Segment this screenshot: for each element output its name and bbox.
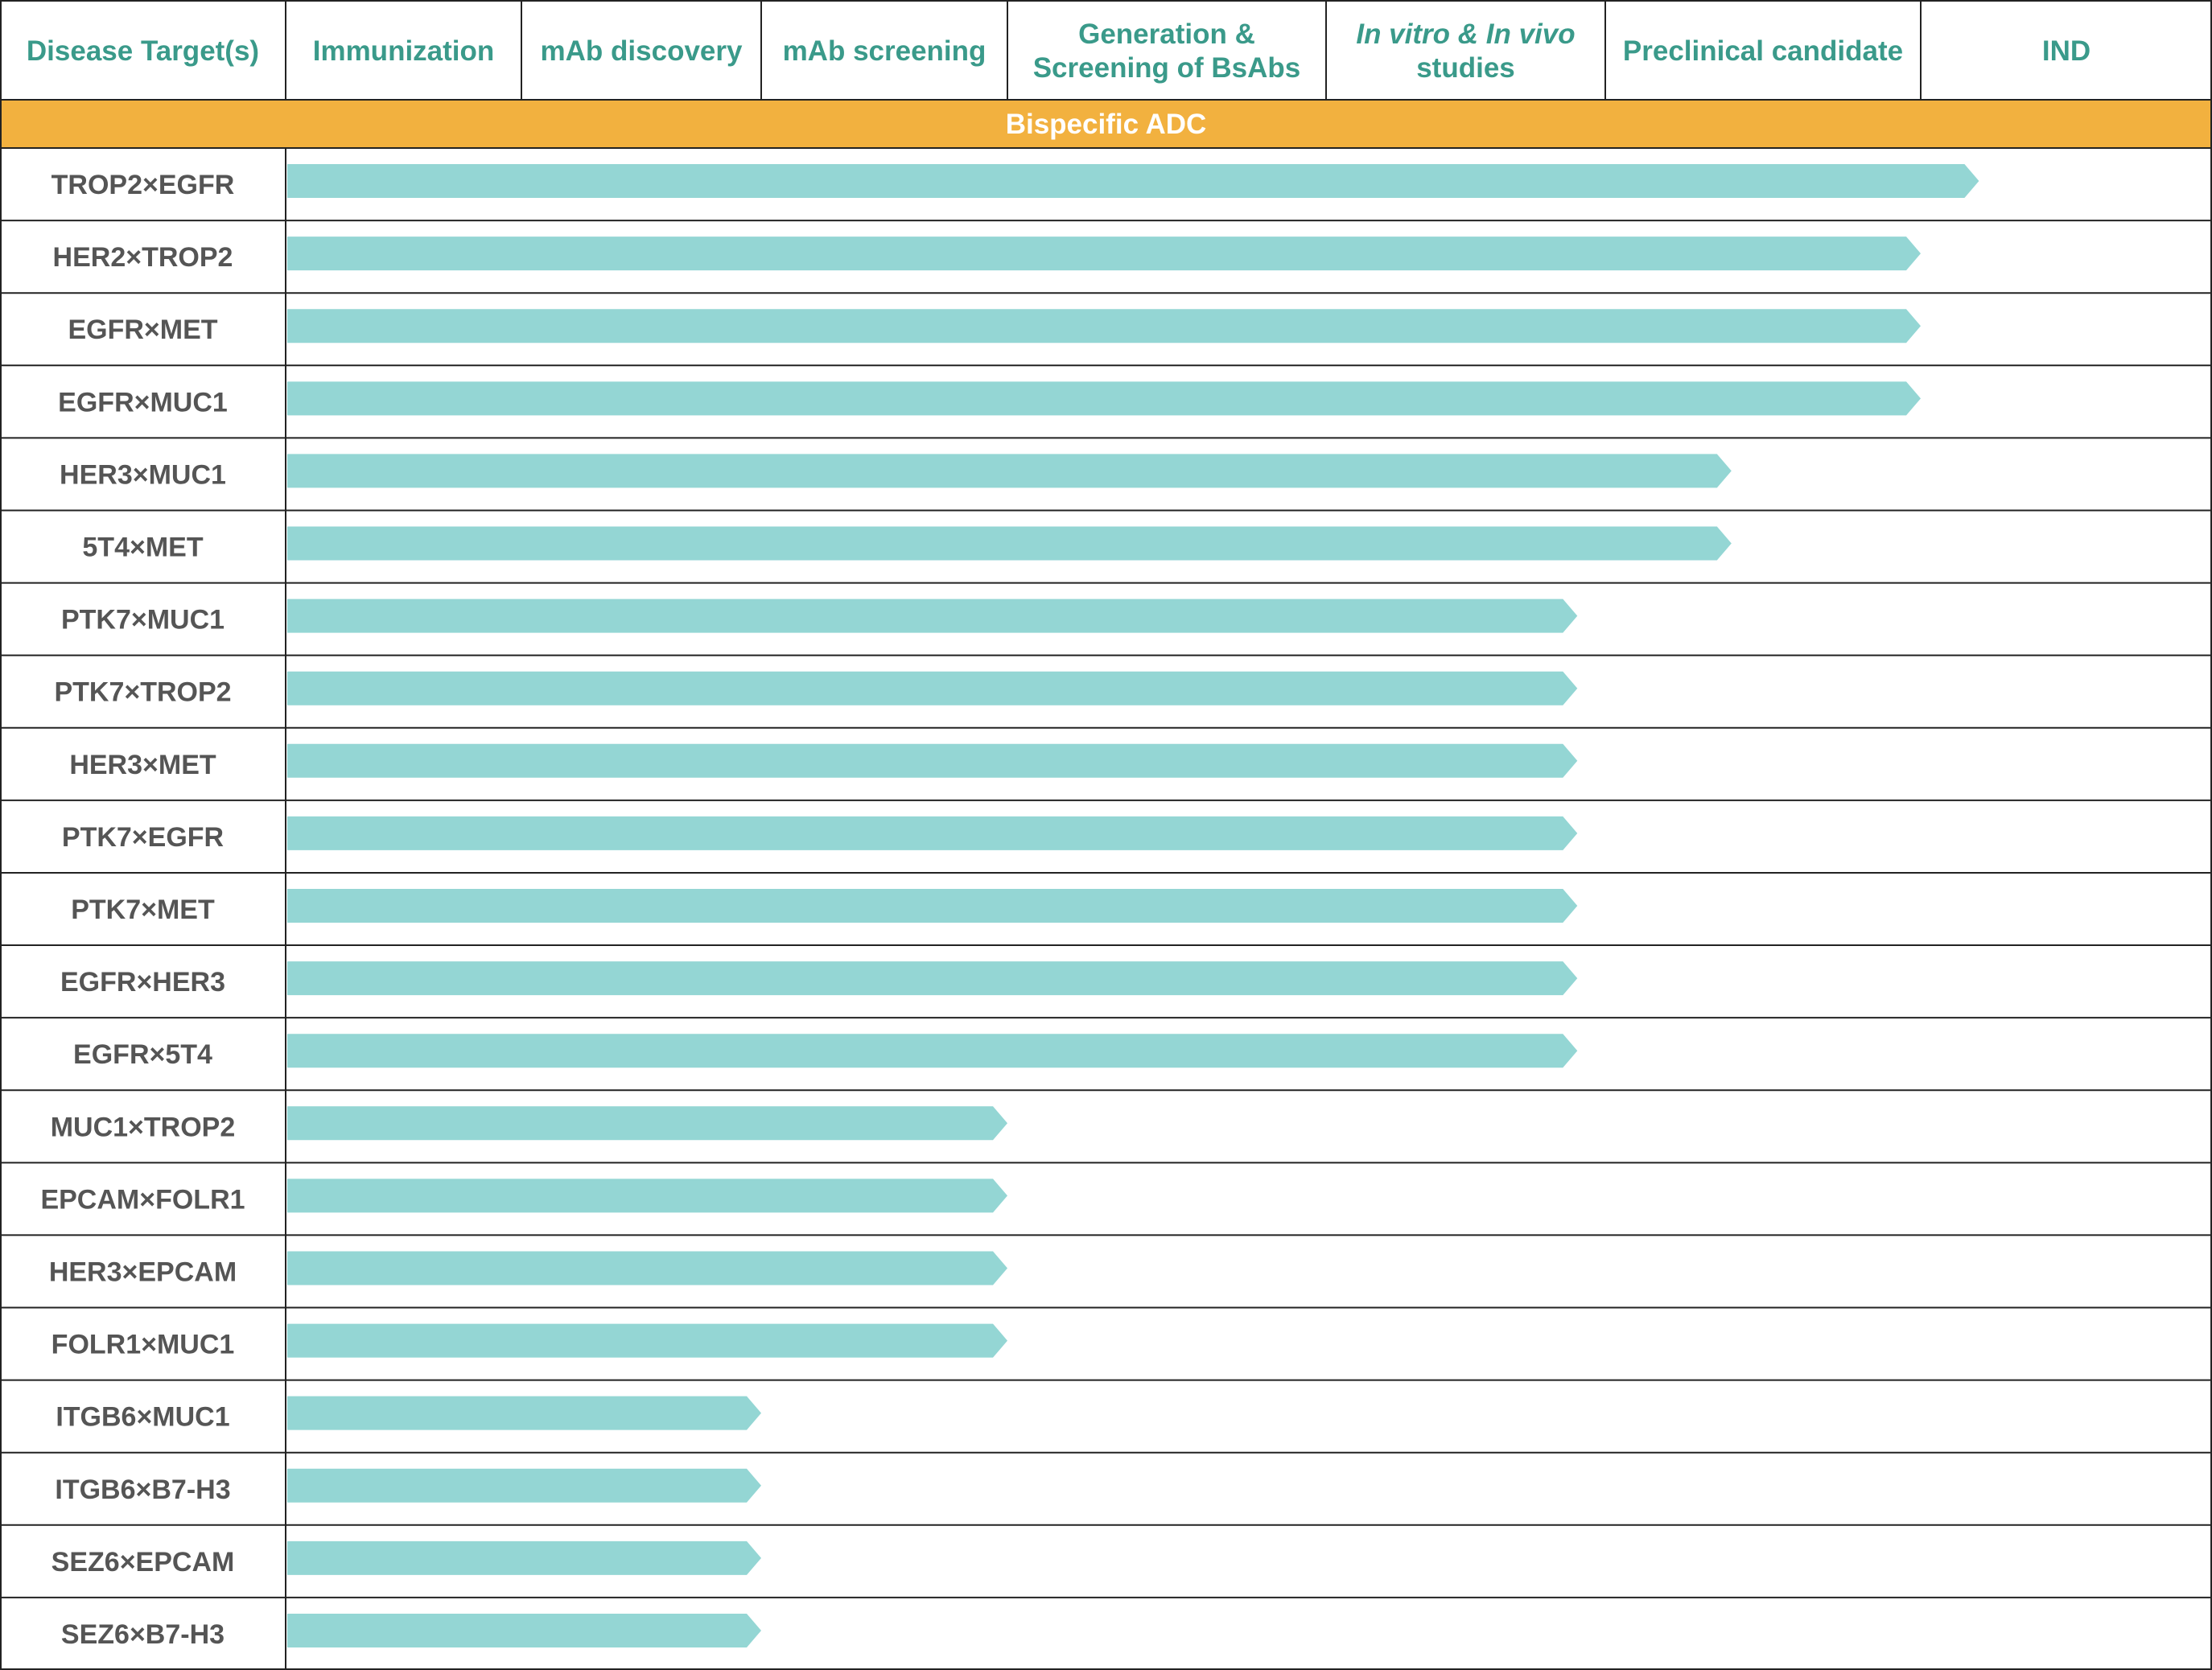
stage-header-line2: Screening of BsAbs: [1033, 52, 1301, 84]
target-label: SEZ6×EPCAM: [51, 1547, 235, 1577]
target-label: 5T4×MET: [82, 533, 203, 563]
target-label: MUC1×TROP2: [51, 1112, 236, 1142]
progress-bar-trop2-egfr: [287, 164, 1979, 199]
progress-bar-itgb6-muc1: [287, 1396, 761, 1430]
section-band: [0, 100, 2212, 148]
target-label: PTK7×TROP2: [54, 677, 231, 708]
progress-bar-muc1-trop2: [287, 1106, 1007, 1141]
target-label: PTK7×MUC1: [61, 605, 224, 636]
stage-header-line1: Generation &: [1078, 19, 1255, 50]
stage-header-6: Preclinical candidate: [1623, 35, 1903, 67]
target-label: TROP2×EGFR: [51, 170, 235, 200]
stage-header-0: Disease Target(s): [27, 35, 259, 67]
stage-header-label: Immunization: [313, 35, 495, 67]
stage-header-2: mAb discovery: [541, 35, 743, 67]
progress-bar-ptk7-muc1: [287, 598, 1578, 633]
target-label: EGFR×HER3: [60, 967, 225, 997]
target-label: FOLR1×MUC1: [51, 1330, 235, 1360]
progress-bar-ptk7-trop2: [287, 671, 1578, 705]
stage-header-label: Disease Target(s): [27, 35, 259, 67]
target-label: EGFR×MET: [68, 315, 217, 345]
target-label: EGFR×5T4: [73, 1039, 212, 1070]
stage-header-line2: studies: [1416, 52, 1515, 84]
target-label: ITGB6×MUC1: [56, 1402, 229, 1433]
progress-bar-her3-muc1: [287, 454, 1732, 488]
target-label: HER3×MET: [69, 750, 216, 780]
stage-header-label: mAb discovery: [541, 35, 743, 67]
progress-bar-sez6-epcam: [287, 1540, 761, 1575]
progress-bar-her2-trop2: [287, 237, 1921, 271]
section-label: Bispecific ADC: [1006, 109, 1207, 140]
stage-header-label: Preclinical candidate: [1623, 35, 1903, 67]
progress-bar-egfr-her3: [287, 961, 1578, 996]
target-label: SEZ6×B7-H3: [61, 1619, 224, 1650]
target-label: HER3×MUC1: [60, 459, 226, 490]
stage-header-7: IND: [2042, 35, 2090, 67]
stage-header-line1: In vitro & In vivo: [1356, 19, 1575, 50]
target-label: HER3×EPCAM: [49, 1257, 237, 1287]
progress-bar-itgb6-b7-h3: [287, 1468, 761, 1503]
progress-bar-5t4-met: [287, 526, 1732, 561]
progress-bar-egfr-muc1: [287, 381, 1921, 416]
target-label: EGFR×MUC1: [58, 387, 228, 418]
stage-header-4: Generation &Screening of BsAbs: [1033, 19, 1301, 84]
target-label: PTK7×EGFR: [62, 822, 224, 853]
stage-header-3: mAb screening: [783, 35, 987, 67]
progress-bar-her3-met: [287, 743, 1578, 778]
progress-bar-epcam-folr1: [287, 1178, 1007, 1213]
progress-bar-sez6-b7-h3: [287, 1613, 761, 1647]
progress-bar-her3-epcam: [287, 1251, 1007, 1285]
stage-header-label: mAb screening: [783, 35, 987, 67]
progress-bar-egfr-5t4: [287, 1034, 1578, 1068]
target-label: HER2×TROP2: [53, 242, 233, 273]
progress-bar-egfr-met: [287, 309, 1921, 343]
stage-header-label: IND: [2042, 35, 2090, 67]
target-label: PTK7×MET: [71, 895, 215, 925]
progress-bar-ptk7-egfr: [287, 816, 1578, 850]
progress-bar-folr1-muc1: [287, 1323, 1007, 1358]
target-label: EPCAM×FOLR1: [40, 1184, 245, 1215]
progress-bar-ptk7-met: [287, 889, 1578, 923]
stage-header-1: Immunization: [313, 35, 495, 67]
target-label: ITGB6×B7-H3: [55, 1475, 230, 1505]
